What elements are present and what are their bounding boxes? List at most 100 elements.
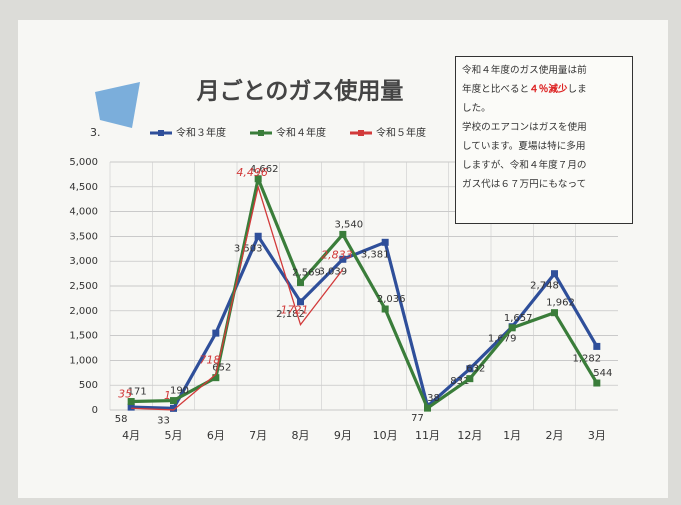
x-tick-label: 10月 xyxy=(373,429,398,442)
value-label: 718 xyxy=(199,353,220,366)
x-tick-label: 9月 xyxy=(334,429,352,442)
chart-title: 月ごとのガス使用量 xyxy=(196,78,404,105)
legend-marker xyxy=(358,130,364,136)
note-line: 学校のエアコンはガスを使用 xyxy=(462,118,626,137)
x-tick-label: 8月 xyxy=(292,429,310,442)
note-line: 令和４年度のガス使用量は前 xyxy=(462,61,626,80)
note-line: しますが、令和４年度７月の xyxy=(462,156,626,175)
series-line xyxy=(131,173,599,411)
point xyxy=(339,230,347,238)
point xyxy=(170,397,177,405)
x-tick-label: 7月 xyxy=(249,429,267,442)
note-line: 年度と比べると４％減少しま xyxy=(462,80,626,99)
value-label: 2,569 xyxy=(292,268,321,279)
point xyxy=(593,342,601,350)
icon xyxy=(95,82,140,128)
point xyxy=(424,404,431,412)
value-label: 652 xyxy=(212,363,231,374)
value-label: 2,036 xyxy=(377,294,406,305)
y-tick-label: 500 xyxy=(79,380,98,391)
value-label: 1 xyxy=(164,389,171,402)
legend-label: 令和５年度 xyxy=(376,126,426,139)
point xyxy=(254,232,262,240)
series-line xyxy=(131,184,344,411)
value-label: 632 xyxy=(466,364,485,375)
point xyxy=(508,324,516,332)
y-tick-label: 3,500 xyxy=(69,231,98,242)
note-text: しますが、令和４年度７月の xyxy=(462,160,587,171)
note-text: 年度と比べると xyxy=(462,84,530,95)
point xyxy=(381,238,389,246)
x-tick-label: 4月 xyxy=(122,429,140,442)
marker: 3. xyxy=(90,126,101,139)
note-line: ガス代は６７万円にもなって xyxy=(462,175,626,194)
value-label: 544 xyxy=(593,368,612,379)
value-label: 171 xyxy=(128,387,147,398)
value-label: 2,833 xyxy=(321,248,353,261)
point xyxy=(254,175,262,183)
y-tick-label: 4,500 xyxy=(69,182,98,193)
y-tick-label: 1,500 xyxy=(69,331,98,342)
point xyxy=(339,255,347,263)
note-line: した。 xyxy=(462,99,626,118)
legend-marker xyxy=(158,130,164,136)
value-label: 2,182 xyxy=(276,309,305,320)
point xyxy=(170,404,177,412)
point xyxy=(127,398,135,406)
value-label: 831 xyxy=(450,376,469,387)
point xyxy=(551,270,558,278)
series-line xyxy=(131,232,599,410)
note-text: しています。夏場は特に多用 xyxy=(462,141,586,152)
x-tick-label: 3月 xyxy=(588,429,606,442)
point xyxy=(297,298,304,306)
point xyxy=(466,375,474,383)
y-tick-label: 5,000 xyxy=(69,157,98,168)
note-text: ガス代は６７万円にもなって xyxy=(462,179,587,190)
value-label: 33 xyxy=(157,415,170,426)
note-text: した。 xyxy=(462,103,491,114)
point xyxy=(381,305,389,313)
value-label: 1,657 xyxy=(504,313,533,324)
note-line: しています。夏場は特に多用 xyxy=(462,137,626,156)
point xyxy=(297,279,304,287)
value-label: 58 xyxy=(115,414,128,425)
value-label: 3,381 xyxy=(361,249,390,260)
note-box: 令和４年度のガス使用量は前 年度と比べると４％減少しま した。 学校のエアコンはガスを… xyxy=(455,56,633,224)
x-tick-label: 6月 xyxy=(207,429,225,442)
y-tick-label: 2,500 xyxy=(69,281,98,292)
point xyxy=(212,374,220,382)
note-text: ４％減少 xyxy=(529,84,568,95)
note-text: 令和４年度のガス使用量は前 xyxy=(462,65,587,76)
y-tick-label: 1,000 xyxy=(69,355,98,366)
value-label: 2,748 xyxy=(530,281,559,292)
value-label: 35 xyxy=(118,387,132,400)
x-tick-label: 2月 xyxy=(546,429,564,442)
note-text: 学校のエアコンはガスを使用 xyxy=(462,122,587,133)
point xyxy=(127,403,135,411)
value-label: 3,540 xyxy=(335,219,364,230)
y-tick-label: 4,000 xyxy=(69,207,98,218)
note-text: しま xyxy=(567,84,587,95)
value-label: 1,962 xyxy=(546,298,575,309)
value-label: 1,282 xyxy=(573,353,602,364)
y-tick-label: 0 xyxy=(92,405,98,416)
legend-label: 令和４年度 xyxy=(276,126,326,139)
point xyxy=(551,309,558,317)
point xyxy=(212,329,220,337)
y-tick-label: 3,000 xyxy=(69,256,98,267)
value-label: 190 xyxy=(170,386,189,397)
legend-label: 令和３年度 xyxy=(176,126,226,139)
value-label: 38 xyxy=(427,393,440,404)
y-tick-label: 2,000 xyxy=(69,306,98,317)
value-label: 4,496 xyxy=(236,166,268,179)
point xyxy=(466,365,474,373)
value-label: 3,503 xyxy=(234,243,263,254)
legend-marker xyxy=(258,130,264,136)
x-tick-label: 11月 xyxy=(415,429,440,442)
point xyxy=(593,379,601,387)
value-label: 1721 xyxy=(281,304,309,317)
value-label: 3,039 xyxy=(319,266,348,277)
x-tick-label: 12月 xyxy=(457,429,482,442)
x-tick-label: 1月 xyxy=(503,429,521,442)
